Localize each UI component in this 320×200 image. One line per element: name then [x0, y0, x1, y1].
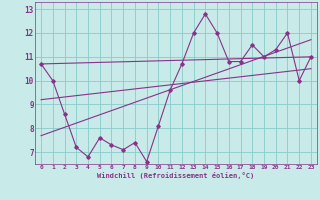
X-axis label: Windchill (Refroidissement éolien,°C): Windchill (Refroidissement éolien,°C) — [97, 172, 255, 179]
